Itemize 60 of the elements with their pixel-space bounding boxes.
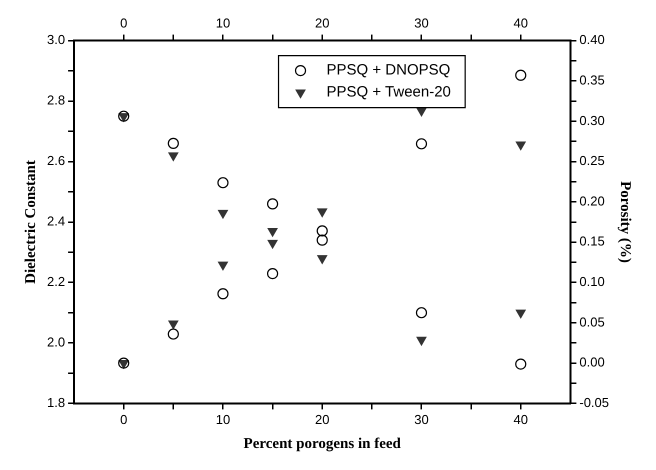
- x2-tick-label: 20: [314, 15, 330, 30]
- y-axis-title: Dielectric Constant: [22, 160, 39, 284]
- point: [316, 225, 328, 236]
- point: [416, 336, 426, 346]
- x-tick-label: 10: [216, 412, 230, 427]
- point: [316, 234, 328, 246]
- point: [168, 152, 178, 162]
- point: [217, 288, 229, 300]
- x2-tick-label: 40: [514, 15, 528, 30]
- point: [515, 70, 526, 81]
- point: [118, 113, 129, 122]
- point: [317, 208, 328, 218]
- point: [516, 310, 526, 318]
- y-tick-label: 3.0: [46, 32, 66, 48]
- y2-axis-title: Porosity (%): [617, 181, 634, 263]
- x2-tick-label: 10: [216, 15, 230, 30]
- y2-tick-label: -0.05: [579, 394, 610, 410]
- y2-tick-label: 0.40: [579, 32, 605, 48]
- point: [266, 268, 278, 280]
- point: [118, 357, 130, 369]
- y2-tick-label: 0.35: [579, 72, 605, 88]
- point: [168, 320, 178, 330]
- y-tick-label: 2.4: [46, 214, 66, 229]
- point: [268, 240, 278, 249]
- y2-tick-label: 0.30: [579, 112, 605, 128]
- point: [168, 138, 179, 149]
- y2-tick-label: 0.25: [579, 153, 605, 168]
- legend-label: PPSQ + DNOPSQ: [326, 62, 450, 79]
- y2-tick-label: 0.10: [579, 274, 605, 290]
- legend-label: PPSQ + Tween-20: [326, 84, 451, 101]
- x-tick-label: 40: [514, 412, 528, 427]
- y2-tick-label: 0.15: [579, 234, 605, 249]
- x2-tick-label: 30: [414, 15, 429, 30]
- y2-tick-label: 0.05: [579, 314, 605, 330]
- x2-tick-label: 0: [120, 15, 128, 30]
- point: [118, 110, 130, 122]
- x-axis-title: Percent porogens in feed: [244, 436, 402, 452]
- point: [515, 358, 526, 370]
- point: [218, 210, 228, 219]
- point: [218, 262, 228, 270]
- y-tick-label: 2.6: [46, 153, 66, 168]
- y-tick-label: 2.8: [46, 92, 66, 108]
- point: [416, 108, 426, 116]
- x-tick-label: 0: [120, 412, 128, 427]
- point: [268, 228, 278, 237]
- y-tick-label: 1.8: [46, 394, 66, 410]
- x-tick-label: 30: [414, 412, 429, 427]
- point: [416, 138, 428, 150]
- point: [266, 198, 278, 210]
- x-tick-label: 20: [314, 412, 330, 427]
- y2-tick-label: 0.20: [579, 193, 605, 208]
- point: [168, 328, 179, 340]
- y-tick-label: 2.0: [46, 334, 66, 350]
- point: [217, 177, 229, 188]
- y2-tick-label: 0.00: [579, 354, 605, 370]
- y-tick-label: 2.2: [46, 274, 66, 290]
- point: [416, 307, 428, 318]
- point: [317, 255, 328, 264]
- point: [516, 142, 526, 150]
- point: [118, 360, 129, 369]
